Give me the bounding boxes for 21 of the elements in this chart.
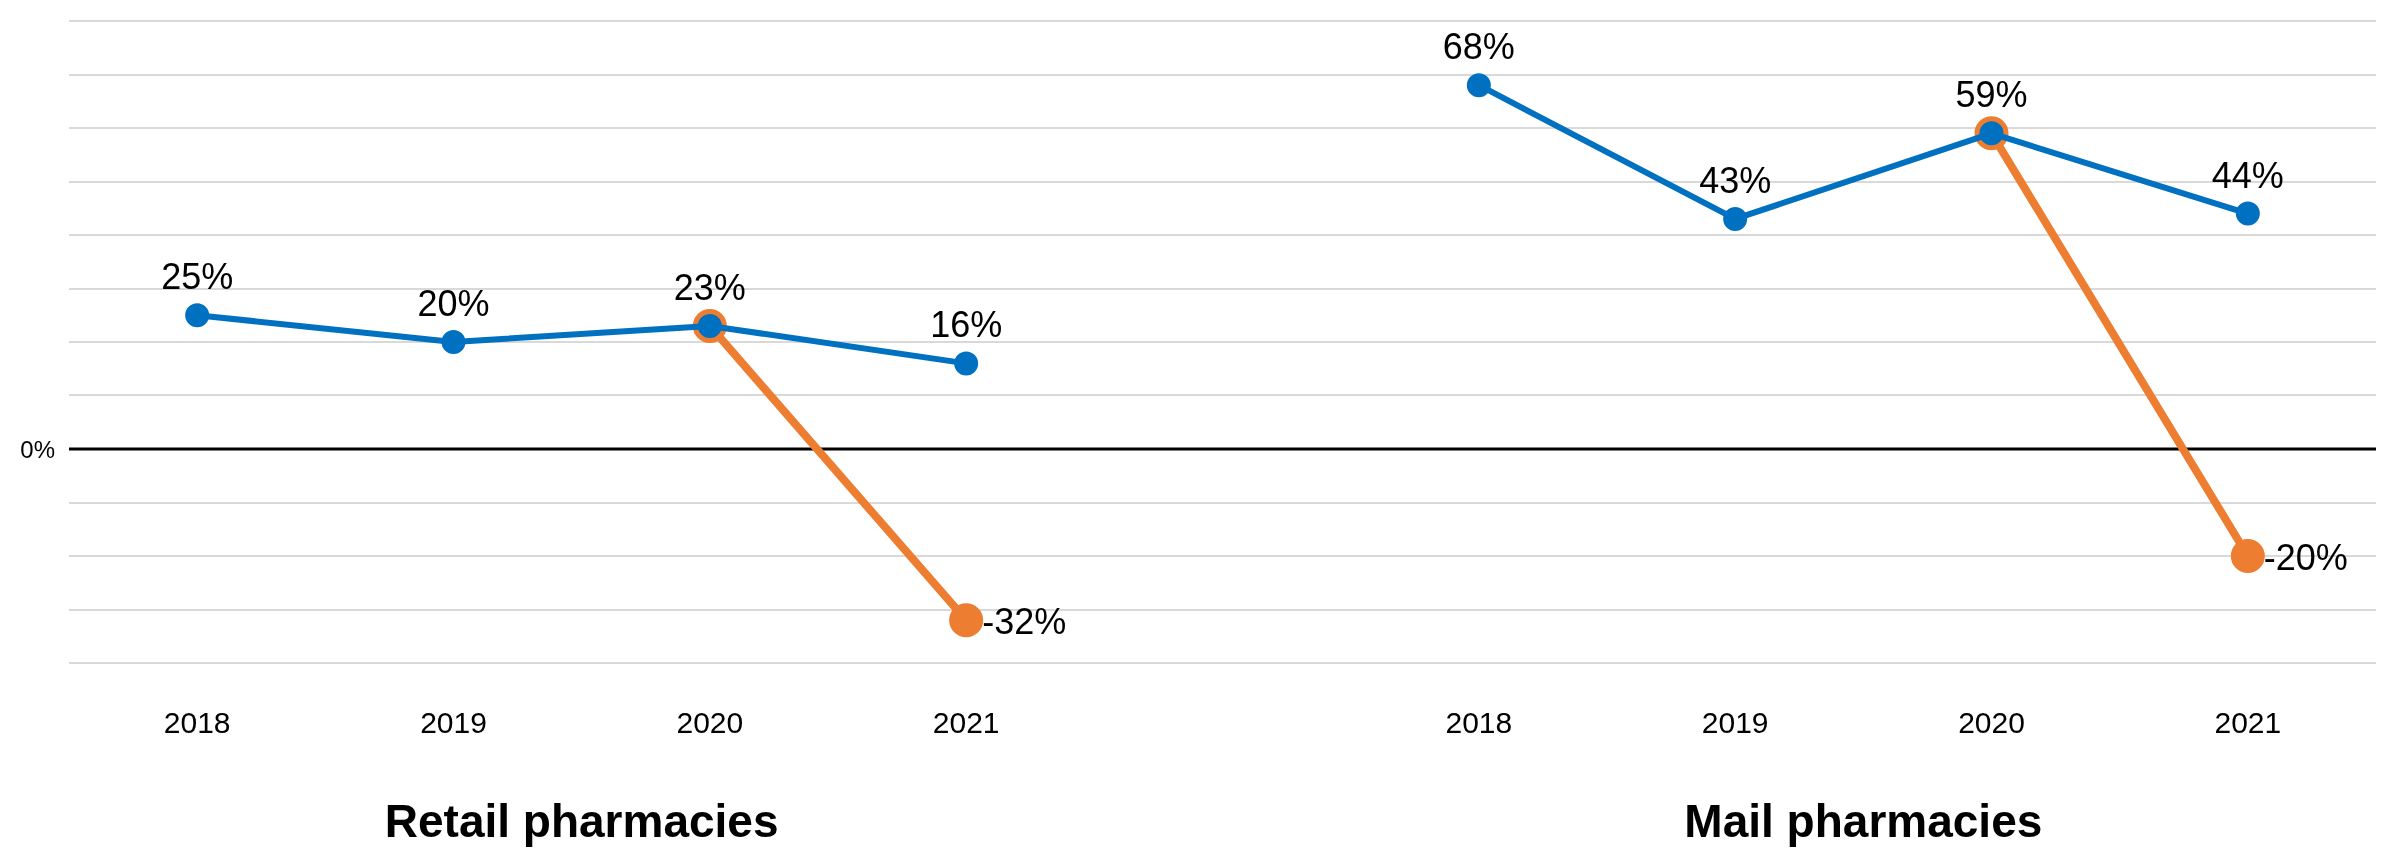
ref-line-label: 0% (20, 435, 55, 463)
data-label: 16% (930, 304, 1003, 346)
data-label: 43% (1699, 159, 1772, 201)
data-label: 44% (2211, 154, 2284, 196)
x-tick-label: 2021 (932, 706, 1000, 740)
data-label: -20% (2263, 536, 2348, 578)
x-tick-label: 2019 (1701, 706, 1769, 740)
data-label: -32% (982, 601, 1067, 643)
data-label: 23% (673, 266, 746, 308)
text: Retail pharmacies (384, 794, 779, 847)
data-label: 25% (161, 256, 234, 298)
x-tick-label: 2020 (1958, 706, 2025, 740)
text: Mail pharmacies (1684, 794, 2043, 847)
data-label: 59% (1955, 74, 2028, 116)
x-tick-label: 2021 (2214, 706, 2282, 740)
x-tick-label: 2020 (676, 706, 744, 740)
data-label: 68% (1442, 26, 1515, 68)
x-tick-label: 2018 (1445, 706, 1513, 740)
x-tick-label: 2018 (163, 706, 231, 740)
data-label: 20% (417, 282, 490, 324)
x-tick-label: 2019 (420, 706, 487, 740)
